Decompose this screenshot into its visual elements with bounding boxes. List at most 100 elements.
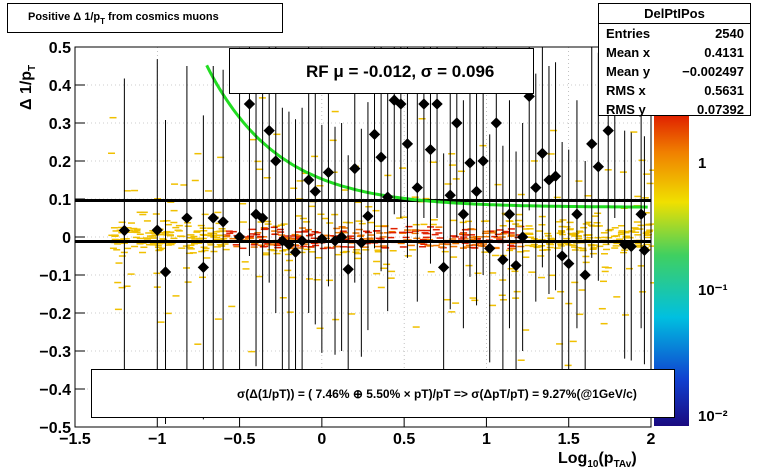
data-point: [207, 212, 219, 224]
histogram-cell: [616, 238, 624, 240]
title-suffix: from cosmics muons: [105, 11, 219, 23]
histogram-cell: [579, 247, 587, 250]
histogram-cell: [526, 228, 534, 230]
histogram-cell: [241, 239, 249, 241]
histogram-cell: [636, 228, 644, 230]
histogram-cell: [257, 235, 265, 238]
histogram-cell: [207, 232, 215, 235]
histogram-cell: [601, 253, 609, 255]
histogram-cell: [352, 251, 360, 253]
histogram-cell: [112, 238, 120, 241]
title-main: Positive Δ 1/p: [28, 11, 101, 23]
histogram-cell: [569, 340, 577, 343]
histogram-cell: [184, 281, 192, 283]
histogram-cell: [412, 326, 420, 328]
histogram-cell: [308, 205, 316, 208]
histogram-cell: [517, 359, 525, 361]
stats-box: DelPtIPos Entries 2540 Mean x 0.4131 Mean …: [598, 3, 751, 117]
histogram-cell: [257, 244, 265, 246]
histogram-cell: [187, 236, 195, 239]
histogram-cell: [292, 245, 300, 247]
histogram-cell: [218, 245, 226, 247]
histogram-cell: [201, 213, 209, 216]
histogram-cell: [375, 237, 383, 240]
stats-value: −0.002497: [682, 64, 744, 79]
histogram-cell: [409, 249, 417, 251]
legend-rf: RF μ = -0.012, σ = 0.096: [229, 48, 534, 94]
histogram-cell: [367, 221, 375, 224]
data-point: [197, 261, 210, 274]
histogram-cell: [438, 246, 446, 248]
histogram-cell: [475, 244, 483, 247]
histogram-cell: [452, 302, 460, 304]
histogram-cell: [164, 312, 172, 315]
histogram-cell: [544, 232, 552, 235]
histogram-cell: [589, 248, 597, 250]
histogram-cell: [358, 222, 366, 225]
histogram-cell: [170, 221, 178, 224]
histogram-cell: [191, 238, 199, 240]
histogram-cell: [290, 187, 298, 190]
histogram-cell: [507, 268, 515, 270]
histogram-cell: [535, 245, 543, 248]
histogram-cell: [452, 242, 460, 245]
histogram-cell: [127, 273, 135, 275]
data-point: [362, 210, 374, 222]
histogram-cell: [113, 249, 121, 251]
histogram-cell: [335, 231, 343, 234]
histogram-cell: [576, 313, 584, 316]
histogram-cell: [620, 251, 628, 254]
histogram-cell: [499, 299, 507, 301]
histogram-cell: [280, 223, 288, 225]
x-axis-label-sub2: TAv: [613, 459, 632, 471]
histogram-cell: [221, 243, 229, 245]
histogram-cell: [157, 233, 165, 236]
histogram-cell: [154, 244, 162, 247]
histogram-cell: [232, 244, 240, 246]
histogram-cell: [486, 230, 494, 233]
histogram-cell: [524, 244, 532, 247]
histogram-cell: [205, 234, 213, 236]
histogram-cell: [149, 244, 157, 246]
histogram-cell: [118, 286, 126, 289]
data-point: [516, 231, 529, 243]
histogram-cell: [509, 245, 517, 248]
histogram-cell: [645, 233, 653, 236]
histogram-cell: [248, 350, 256, 353]
histogram-cell: [327, 247, 335, 249]
histogram-cell: [471, 299, 479, 302]
x-tick-label: −1: [148, 431, 166, 448]
histogram-cell: [189, 252, 197, 254]
histogram-cell: [644, 236, 652, 239]
histogram-cell: [422, 236, 430, 239]
histogram-cell: [507, 232, 515, 234]
histogram-cell: [223, 234, 231, 236]
histogram-cell: [643, 231, 651, 233]
histogram-cell: [193, 230, 201, 232]
histogram-cell: [284, 253, 292, 256]
histogram-cell: [625, 267, 633, 270]
histogram-cell: [286, 259, 294, 262]
histogram-cell: [139, 242, 147, 244]
histogram-cell: [163, 230, 171, 233]
histogram-cell: [469, 246, 477, 249]
histogram-cell: [372, 209, 380, 212]
histogram-cell: [491, 235, 499, 238]
histogram-cell: [108, 152, 116, 155]
histogram-cell: [643, 173, 651, 175]
histogram-cell: [648, 245, 656, 247]
histogram-cell: [649, 169, 657, 171]
histogram-cell: [326, 222, 334, 224]
histogram-cell: [550, 129, 558, 132]
data-point: [571, 208, 583, 220]
data-point: [530, 181, 542, 194]
x-axis-label-main: Log: [558, 450, 588, 467]
histogram-cell: [271, 233, 279, 236]
histogram-cell: [412, 223, 420, 226]
data-point: [592, 161, 604, 173]
histogram-cell: [420, 243, 428, 245]
histogram-cell: [424, 244, 432, 246]
histogram-cell: [390, 227, 398, 230]
histogram-cell: [530, 243, 538, 246]
histogram-cell: [570, 246, 578, 248]
